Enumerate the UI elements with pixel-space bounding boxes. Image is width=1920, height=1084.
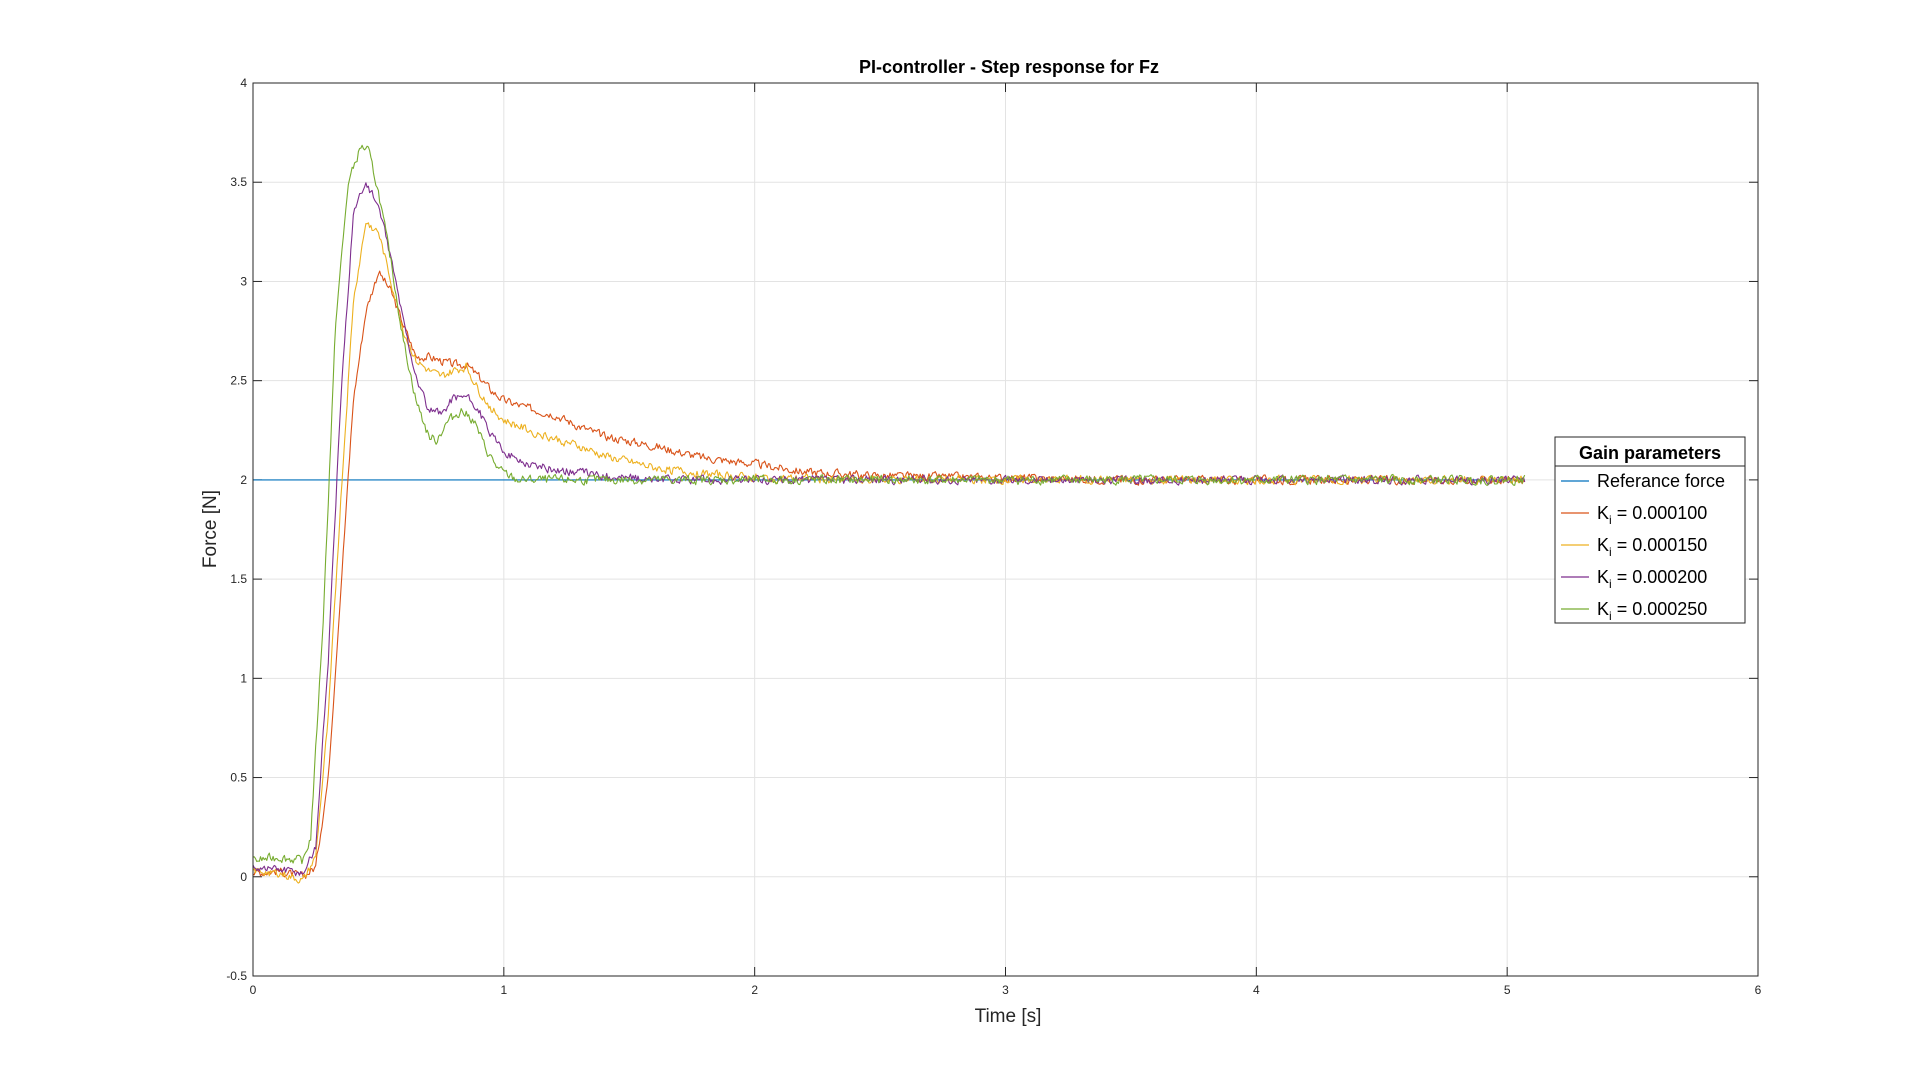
y-tick-label: 1.5 <box>230 572 247 586</box>
x-tick-label: 2 <box>751 983 758 997</box>
y-axis-title: Force [N] <box>200 490 221 568</box>
plot-area-frame <box>252 82 1759 977</box>
y-tick-label: 3 <box>240 274 247 288</box>
legend-title: Gain parameters <box>1579 443 1721 463</box>
series-line-1 <box>252 270 1526 879</box>
legend-label-3: Ki = 0.000200 <box>1597 567 1707 591</box>
legend-label-1: Ki = 0.000100 <box>1597 503 1707 527</box>
legend-box <box>1554 436 1746 624</box>
x-tick-label: 6 <box>1755 983 1762 997</box>
y-tick-label: 1 <box>240 671 247 685</box>
y-tick-label: 2 <box>240 473 247 487</box>
legend-label-0: Referance force <box>1597 471 1725 491</box>
legend-label-2: Ki = 0.000150 <box>1597 535 1707 559</box>
x-axis-title: Time [s] <box>975 1006 1042 1027</box>
series-line-4 <box>252 144 1526 865</box>
y-tick-label: 2.5 <box>230 374 247 388</box>
y-tick-label: 0.5 <box>230 771 247 785</box>
grid <box>253 83 1758 976</box>
legend: Gain parameters Referance force Ki = 0.00… <box>1554 436 1746 624</box>
series-lines <box>252 144 1526 884</box>
y-tick-label: -0.5 <box>226 969 247 983</box>
x-tick-label: 0 <box>250 983 257 997</box>
y-tick-label: 4 <box>240 76 247 90</box>
legend-label-4: Ki = 0.000250 <box>1597 599 1707 623</box>
y-tick-label: 3.5 <box>230 175 247 189</box>
x-tick-label: 1 <box>500 983 507 997</box>
series-line-3 <box>252 182 1526 877</box>
chart-title: PI-controller - Step response for Fz <box>859 57 1159 77</box>
x-tick-label: 4 <box>1253 983 1260 997</box>
x-tick-label: 5 <box>1504 983 1511 997</box>
axis-ticks: 0 1 2 3 4 5 6-0.500.511.522.533.54 <box>226 76 1761 997</box>
series-line-2 <box>252 222 1526 884</box>
x-tick-label: 3 <box>1002 983 1009 997</box>
y-tick-label: 0 <box>240 870 247 884</box>
